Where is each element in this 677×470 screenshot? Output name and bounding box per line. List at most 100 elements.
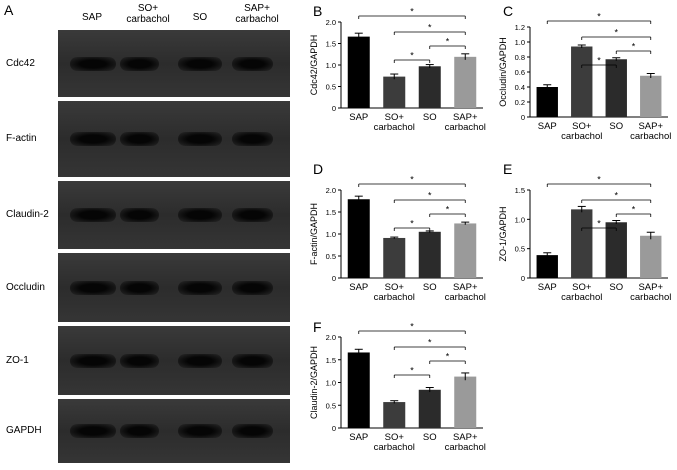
x-tick-label: SO+ (385, 432, 405, 443)
significance-star: * (597, 175, 601, 185)
blot-band (232, 208, 274, 222)
x-tick-label: SAP (349, 432, 368, 443)
significance-star: * (597, 219, 601, 229)
bar (418, 231, 441, 278)
x-tick-label: carbachol (374, 442, 415, 453)
y-tick-label: 1.0 (326, 230, 336, 239)
y-axis-label: Claudin-2/GAPDH (309, 346, 319, 419)
y-tick-label: 0.4 (515, 83, 525, 92)
significance-star: * (446, 352, 450, 362)
x-tick-label: carbachol (630, 131, 671, 142)
y-tick-label: 0.5 (326, 83, 336, 92)
x-tick-label: SO (609, 282, 623, 293)
bar (418, 66, 441, 108)
x-tick-label: SAP+ (453, 282, 478, 293)
x-tick-label: carbachol (630, 292, 671, 303)
y-tick-label: 0.5 (515, 245, 525, 254)
x-tick-label: carbachol (561, 131, 602, 142)
blot-band (120, 353, 160, 368)
bar (571, 209, 593, 278)
y-tick-label: 0.5 (326, 252, 336, 261)
blot-band (70, 424, 116, 438)
bar (418, 389, 441, 428)
blot-panel (58, 101, 290, 177)
y-tick-label: 0.6 (515, 68, 525, 77)
x-tick-label: SAP (349, 282, 368, 293)
blot-band (120, 208, 160, 222)
x-tick-label: SO+ (385, 112, 405, 123)
blot-band (120, 424, 160, 438)
blot-panel (58, 326, 290, 395)
blot-col-sap: SAP (81, 12, 102, 23)
significance-star: * (410, 322, 414, 332)
bar (383, 402, 406, 428)
blot-band (120, 280, 160, 295)
x-tick-label: SAP+ (453, 432, 478, 443)
blot-panel (58, 30, 290, 97)
x-tick-label: SAP (538, 282, 557, 293)
blot-row-label: ZO-1 (6, 354, 29, 366)
bar (347, 199, 370, 278)
blot-col-so: SO (192, 12, 208, 23)
significance-star: * (428, 23, 432, 33)
y-tick-label: 1.0 (326, 379, 336, 388)
blot-row-label: Cdc42 (6, 57, 35, 69)
panel-letter: F (313, 319, 322, 335)
y-axis-label: ZO-1/GAPDH (498, 206, 508, 261)
bar (640, 75, 662, 117)
y-tick-label: 0.2 (515, 98, 525, 107)
blot-row-label: F-actin (6, 133, 37, 144)
x-tick-label: carbachol (561, 292, 602, 303)
panel-letter: B (313, 3, 322, 19)
y-tick-label: 1.5 (326, 208, 336, 217)
blot-band (178, 56, 222, 71)
blot-band (178, 132, 222, 146)
significance-star: * (410, 219, 414, 229)
blot-band (70, 132, 116, 146)
blot-band (120, 132, 160, 146)
blot-band (178, 208, 222, 222)
bar (454, 56, 477, 108)
bar (605, 222, 627, 278)
y-tick-label: 1.5 (515, 186, 525, 195)
bar (383, 237, 406, 278)
x-tick-label: SO (423, 432, 437, 443)
blot-panel (58, 253, 290, 322)
blot-row-label: Occludin (6, 281, 45, 293)
blot-band (178, 280, 222, 295)
bar (536, 87, 558, 117)
panel-letter-a: A (4, 2, 14, 18)
panel-letter: C (503, 3, 513, 19)
x-tick-label: carbachol (374, 122, 415, 133)
x-tick-label: SAP (538, 121, 557, 132)
blot-band (178, 353, 222, 368)
x-tick-label: SAP+ (453, 112, 478, 123)
bar (536, 255, 558, 278)
significance-star: * (614, 28, 618, 38)
y-tick-label: 1.2 (515, 23, 525, 32)
blot-col-sap-carbachol: SAP+ carbachol (235, 3, 279, 25)
blot-band (232, 424, 274, 438)
significance-star: * (410, 7, 414, 17)
x-tick-label: SO (423, 282, 437, 293)
blot-panel (58, 399, 290, 463)
blot-band (232, 132, 274, 146)
y-tick-label: 0 (521, 274, 525, 283)
x-tick-label: carbachol (445, 442, 486, 453)
significance-star: * (597, 12, 601, 22)
significance-star: * (446, 205, 450, 215)
y-tick-label: 1.0 (326, 61, 336, 70)
significance-star: * (428, 338, 432, 348)
x-tick-label: SO (609, 121, 623, 132)
y-tick-label: 2.0 (326, 186, 336, 195)
blot-band (232, 353, 274, 368)
blot-row-label: GAPDH (6, 425, 42, 436)
blot-band (70, 56, 116, 71)
significance-star: * (597, 56, 601, 66)
y-tick-label: 0 (521, 113, 525, 122)
x-tick-label: carbachol (445, 292, 486, 303)
bar (347, 36, 370, 109)
y-tick-label: 0 (332, 424, 336, 433)
x-tick-label: SO+ (572, 282, 592, 293)
